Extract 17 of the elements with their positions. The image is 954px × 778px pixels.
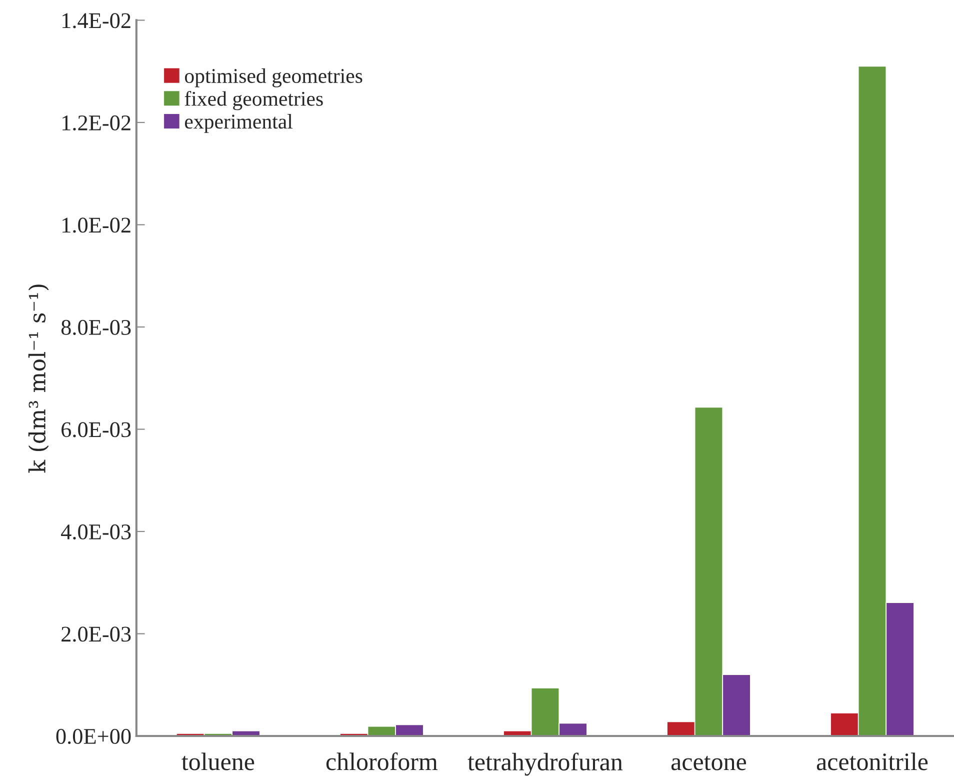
- x-tick-label: tetrahydrofuran: [468, 752, 623, 776]
- y-tick-label: 0.0E+00: [56, 728, 131, 744]
- y-axis-title: k (dm³ mol⁻¹ s⁻¹): [28, 284, 49, 473]
- y-tick-label: 6.0E-03: [62, 422, 131, 438]
- legend-label: fixed geometries: [184, 90, 323, 110]
- y-tick-label: 2.0E-03: [62, 626, 131, 642]
- legend-label: optimised geometries: [184, 68, 362, 88]
- legend-label: experimental: [184, 114, 293, 133]
- y-tick-label: 1.2E-02: [62, 115, 130, 131]
- y-tick-label: 4.0E-03: [61, 524, 131, 540]
- y-tick-label: 1.4E-02: [62, 13, 130, 28]
- y-tick-label: 8.0E-03: [61, 320, 131, 336]
- x-tick-label: acetone: [671, 756, 746, 770]
- x-tick-label: chloroform: [326, 752, 438, 770]
- y-tick-label: 1.0E-02: [62, 218, 130, 233]
- x-tick-label: toluene: [182, 752, 254, 770]
- x-tick-label: acetonitrile: [816, 752, 928, 770]
